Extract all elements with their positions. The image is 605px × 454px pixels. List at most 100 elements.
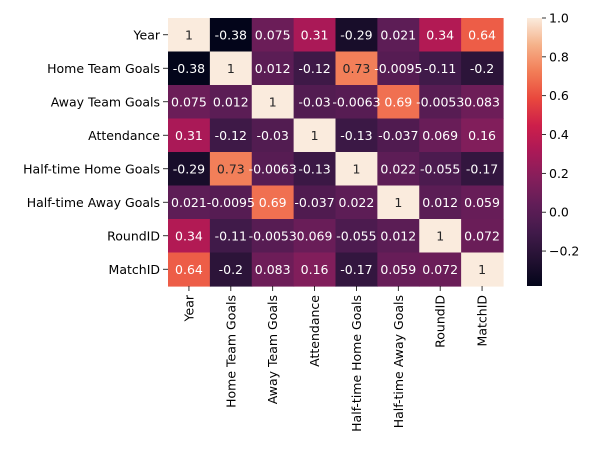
heatmap-cell [377, 185, 420, 220]
heatmap-cell [293, 18, 337, 53]
cell-value-label: 1 [227, 61, 235, 76]
x-tick-label: Away Team Goals [265, 295, 280, 404]
heatmap-cell [251, 252, 295, 287]
cell-value-label: -0.38 [173, 61, 205, 76]
heatmap-cell [251, 219, 295, 254]
cell-value-label: 0.69 [259, 195, 287, 210]
heatmap-cell [335, 18, 378, 53]
x-tick-label: Half-time Home Goals [349, 295, 364, 432]
heatmap-cell [293, 85, 337, 120]
cell-value-label: 0.34 [175, 228, 203, 243]
heatmap-cell [251, 85, 295, 120]
heatmap-cell [209, 219, 253, 254]
x-tick-label: Year [181, 294, 196, 322]
heatmap-cell [168, 85, 211, 120]
heatmap-cell [335, 85, 378, 120]
x-tick-label: MatchID [475, 295, 490, 346]
heatmap-cell [335, 185, 378, 220]
y-tick-label: Attendance [88, 128, 160, 143]
heatmap-cell [377, 85, 420, 120]
heatmap-cell [251, 18, 295, 53]
cell-value-label: 0.31 [301, 27, 329, 42]
heatmap-cell [168, 252, 211, 287]
cell-value-label: -0.17 [340, 262, 372, 277]
heatmap-cell [293, 185, 337, 220]
cell-value-label: -0.03 [257, 128, 289, 143]
heatmap-cell [461, 18, 504, 53]
heatmap-cell [168, 118, 211, 153]
y-tick-label: RoundID [107, 228, 160, 243]
colorbar-tick-label: 0.0 [549, 205, 569, 220]
colorbar: 1.0 0.8 0.6 0.4 0.2 0.0 −0.2 [527, 11, 579, 286]
heatmap-cell [419, 18, 462, 53]
cell-value-label: 1 [352, 161, 360, 176]
cell-value-label: 0.73 [343, 61, 371, 76]
cell-value-label: 0.64 [175, 262, 203, 277]
x-tick-label: Home Team Goals [223, 295, 238, 408]
heatmap-cell [209, 51, 253, 86]
cell-value-label: 0.012 [422, 195, 458, 210]
colorbar-tick-label: 0.2 [549, 166, 569, 181]
cell-value-label: -0.0095 [374, 61, 422, 76]
heatmap-cell [293, 118, 337, 153]
cell-value-label: 0.075 [171, 94, 207, 109]
cell-value-label: -0.12 [298, 61, 330, 76]
heatmap-cell [335, 252, 378, 287]
heatmap-cell [293, 219, 337, 254]
cell-value-label: -0.13 [340, 128, 372, 143]
cell-value-label: -0.0095 [207, 195, 255, 210]
colorbar-tick-label: 1.0 [549, 11, 569, 26]
heatmap-cells [168, 18, 504, 287]
heatmap-cell [461, 185, 504, 220]
cell-value-label: 0.34 [426, 27, 454, 42]
cell-value-label: 0.021 [380, 27, 416, 42]
cell-value-label: -0.29 [173, 161, 205, 176]
cell-value-label: 0.012 [380, 228, 416, 243]
heatmap-cell [419, 185, 462, 220]
cell-value-label: -0.0053 [416, 94, 464, 109]
y-tick-label: Away Team Goals [51, 94, 160, 109]
y-tick-label: MatchID [109, 262, 160, 277]
heatmap-cell [209, 252, 253, 287]
y-tick-label: Half-time Home Goals [23, 161, 160, 176]
cell-value-label: 0.022 [339, 195, 375, 210]
x-tick-label: RoundID [433, 295, 448, 348]
cell-value-label: -0.2 [470, 61, 494, 76]
cell-value-label: 0.075 [255, 27, 291, 42]
colorbar-tick-label: 0.6 [549, 88, 569, 103]
cell-value-label: 0.083 [464, 94, 500, 109]
heatmap-cell [293, 152, 337, 187]
cell-value-label: 0.083 [255, 262, 291, 277]
cell-value-label: 1 [436, 228, 444, 243]
cell-value-label: -0.0063 [332, 94, 380, 109]
cell-value-label: -0.38 [215, 27, 247, 42]
x-tick-label: Half-time Away Goals [391, 295, 406, 428]
cell-value-label: 0.012 [213, 94, 249, 109]
cell-value-label: -0.0053 [249, 228, 297, 243]
colorbar-gradient [527, 18, 542, 286]
heatmap-cell [209, 118, 253, 153]
heatmap-cell [377, 252, 420, 287]
cell-value-label: -0.11 [424, 61, 456, 76]
heatmap-cell [251, 118, 295, 153]
cell-value-label: 0.16 [301, 262, 329, 277]
cell-value-label: 1 [269, 94, 277, 109]
heatmap-cell [251, 51, 295, 86]
heatmap-cell [168, 152, 211, 187]
cell-value-label: -0.03 [298, 94, 330, 109]
cell-value-label: 0.31 [175, 128, 203, 143]
heatmap-cell [168, 18, 211, 53]
heatmap-cell [377, 219, 420, 254]
cell-value-label: 0.021 [171, 195, 207, 210]
cell-value-label: 0.059 [464, 195, 500, 210]
cell-value-label: 1 [311, 128, 319, 143]
cell-value-label: -0.055 [336, 228, 376, 243]
cell-value-label: -0.13 [298, 161, 330, 176]
x-axis: Year Home Team Goals Away Team Goals Attend… [181, 286, 490, 432]
heatmap-cell [168, 219, 211, 254]
heatmap-cell [209, 185, 253, 220]
heatmap-cell [419, 118, 462, 153]
colorbar-tick-label: 0.8 [549, 49, 569, 64]
cell-value-label: 0.022 [380, 161, 416, 176]
cell-value-label: 1 [478, 262, 486, 277]
